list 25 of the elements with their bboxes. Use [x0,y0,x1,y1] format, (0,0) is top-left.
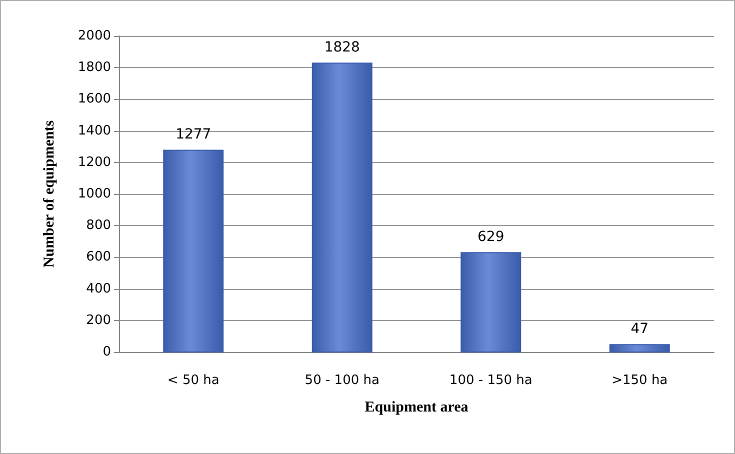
x-tick-label: 50 - 100 ha [304,373,380,388]
y-tick-label: 800 [86,218,111,234]
bar [460,252,522,352]
data-label: 629 [478,229,504,246]
bar [312,62,372,352]
bar [163,150,224,352]
y-axis-title: Number of equipments [42,120,58,268]
y-tick-label: 1400 [78,123,111,138]
y-tick-label: 1600 [78,92,111,107]
data-label: 1277 [176,126,212,143]
y-tick-label: 2000 [78,28,111,44]
x-tick-label: >150 ha [612,373,668,388]
y-tick-label: 0 [102,344,111,360]
data-label: 1828 [324,40,360,56]
x-axis-title: Equipment area [364,400,469,416]
y-tick-label: 400 [86,281,111,296]
y-tick-label: 1800 [78,60,111,76]
y-tick-label: 1000 [78,186,111,202]
x-tick-label: < 50 ha [167,373,220,388]
y-tick-label: 600 [86,250,111,265]
data-label: 47 [630,321,649,338]
y-tick-label: 200 [86,312,111,328]
y-tick-label: 1200 [78,154,111,170]
x-tick-label: 100 - 150 ha [449,373,532,388]
bar [609,344,670,352]
